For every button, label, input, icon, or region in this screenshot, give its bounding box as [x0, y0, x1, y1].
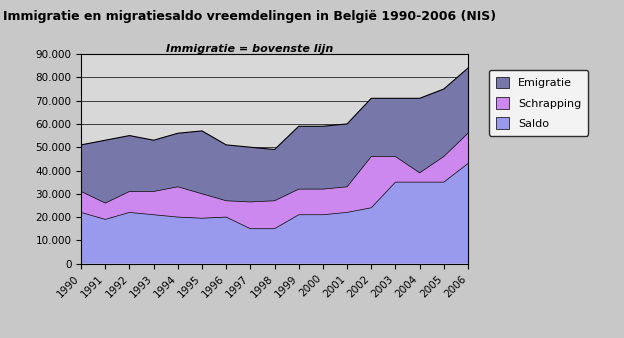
Text: Immigratie = bovenste lijn: Immigratie = bovenste lijn	[166, 44, 333, 54]
Text: Immigratie en migratiesaldo vreemdelingen in België 1990-2006 (NIS): Immigratie en migratiesaldo vreemdelinge…	[3, 10, 496, 23]
Legend: Emigratie, Schrapping, Saldo: Emigratie, Schrapping, Saldo	[489, 70, 588, 136]
